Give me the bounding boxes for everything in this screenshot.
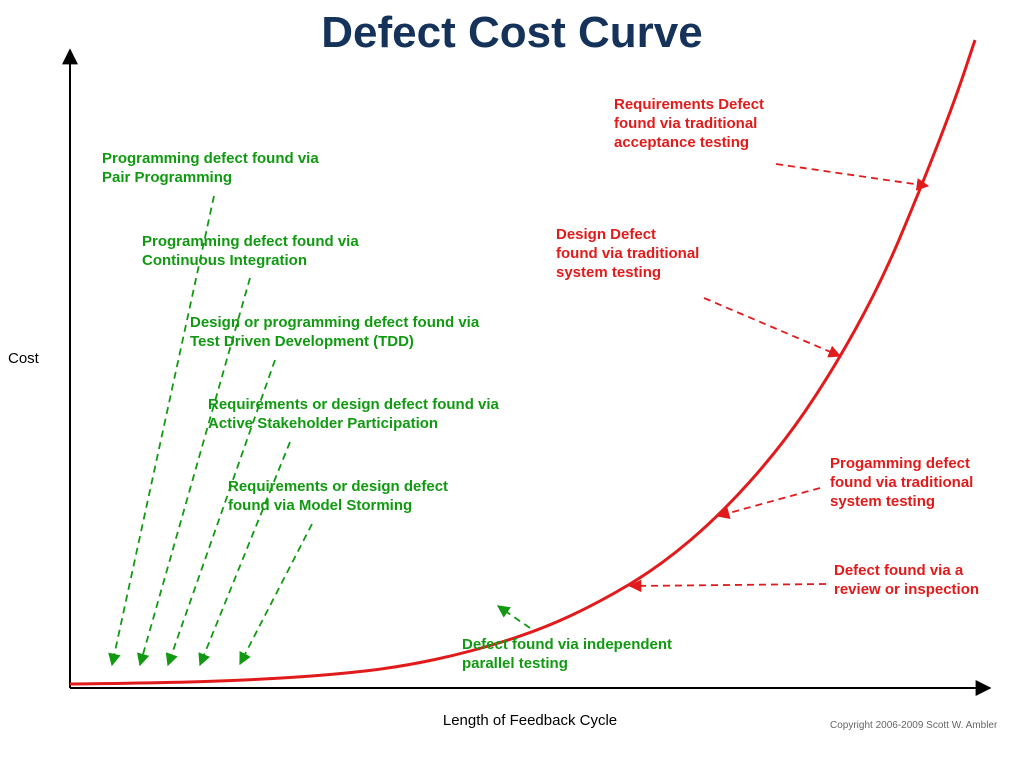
annotation-stakeholder: Requirements or design defect found via … (208, 396, 499, 434)
annotation-continuous-integration: Programming defect found via Continuous … (142, 233, 359, 271)
annotation-prog-system: Progamming defect found via traditional … (830, 455, 973, 511)
annotation-tdd: Design or programming defect found via T… (190, 314, 479, 352)
annotation-independent-testing: Defect found via independent parallel te… (462, 636, 672, 674)
chart-stage: { "title": { "text": "Defect Cost Curve"… (0, 0, 1024, 768)
annotation-pair-programming: Programming defect found via Pair Progra… (102, 150, 319, 188)
annotation-design-system: Design Defect found via traditional syst… (556, 226, 699, 282)
annotation-model-storming: Requirements or design defect found via … (228, 478, 448, 516)
annotation-review-inspection: Defect found via a review or inspection (834, 562, 979, 600)
annotation-req-acceptance: Requirements Defect found via traditiona… (614, 96, 764, 152)
